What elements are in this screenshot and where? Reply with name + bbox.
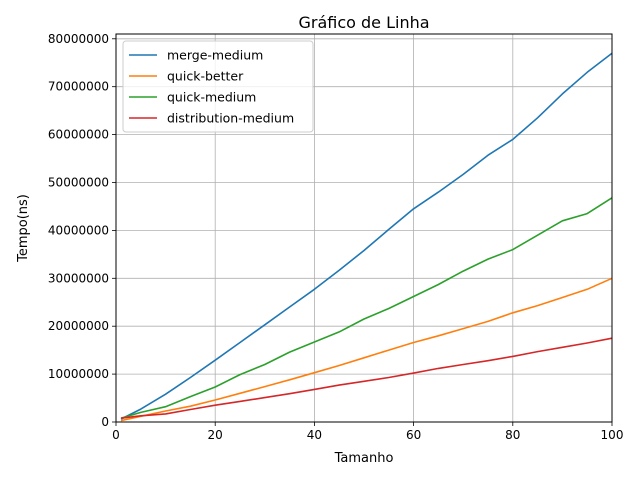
x-axis-label: Tamanho [334, 451, 394, 466]
chart-title: Gráfico de Linha [298, 13, 429, 32]
x-axis-ticks: 0 20 40 60 80 100 [112, 422, 623, 442]
legend-box [122, 40, 314, 133]
y-tick-label: 10000000 [48, 367, 109, 381]
plot-lines [120, 52, 613, 422]
plot-frame [115, 33, 613, 423]
y-tick-label: 30000000 [48, 271, 109, 285]
y-tick-label: 50000000 [48, 175, 109, 189]
y-tick-label: 70000000 [48, 80, 109, 94]
x-tick-label: 80 [505, 428, 520, 442]
legend-label-distribution-medium: distribution-medium [167, 111, 294, 126]
series-line-quick-medium [120, 197, 613, 419]
y-tick-label: 40000000 [48, 223, 109, 237]
legend-label-quick-better: quick-better [167, 69, 244, 84]
x-tick-label: 100 [601, 428, 624, 442]
legend: merge-medium quick-better quick-medium dist… [122, 40, 314, 133]
x-tick-label: 0 [112, 428, 120, 442]
y-axis-ticks: 0 10000000 20000000 30000000 40000000 5000000… [48, 32, 116, 429]
y-tick-label: 20000000 [48, 319, 109, 333]
y-axis-label: Tempo(ns) [16, 194, 31, 263]
x-tick-label: 60 [406, 428, 421, 442]
x-tick-label: 20 [208, 428, 223, 442]
legend-label-quick-medium: quick-medium [167, 90, 256, 105]
y-tick-label: 60000000 [48, 128, 109, 142]
series-line-quick-better [120, 277, 613, 422]
series-line-distribution-medium [120, 337, 613, 419]
y-tick-label: 80000000 [48, 32, 109, 46]
y-tick-label: 0 [101, 415, 109, 429]
x-tick-label: 40 [307, 428, 322, 442]
series-line-merge-medium [120, 52, 613, 420]
legend-label-merge-medium: merge-medium [167, 48, 263, 63]
